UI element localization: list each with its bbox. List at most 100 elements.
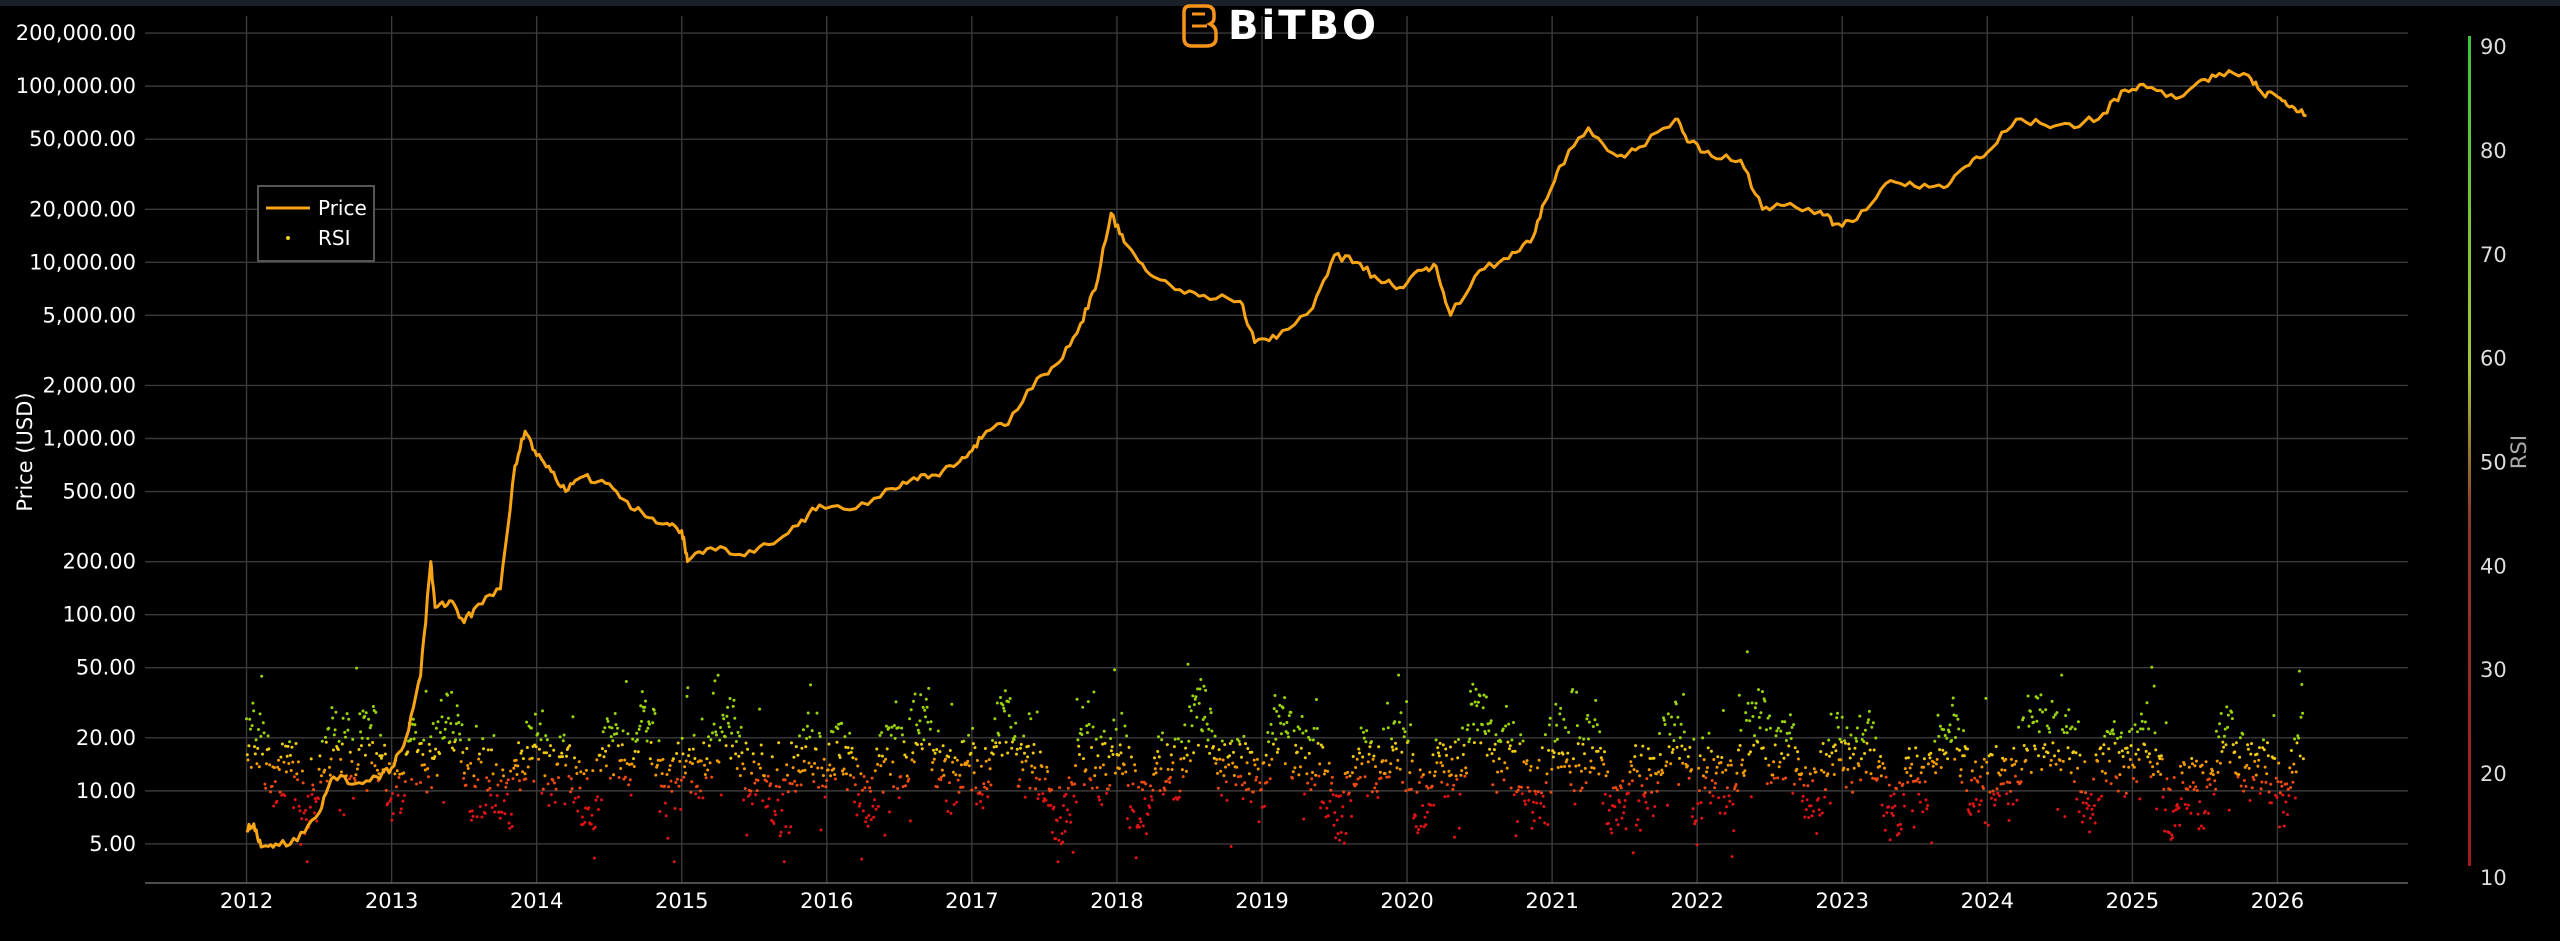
rsi-point	[2147, 752, 2151, 756]
rsi-color-bar	[2468, 36, 2471, 866]
rsi-point	[585, 777, 589, 781]
rsi-point	[427, 775, 430, 779]
rsi-point	[391, 792, 395, 795]
rsi-point	[480, 815, 484, 819]
rsi-point	[1141, 824, 1145, 828]
rsi-point	[2187, 765, 2191, 769]
rsi-point	[1682, 730, 1686, 734]
rsi-point	[1751, 715, 1755, 718]
rsi-point	[1597, 772, 1601, 776]
rsi-point	[1475, 704, 1479, 708]
rsi-point	[720, 730, 724, 734]
rsi-point	[1060, 832, 1064, 836]
rsi-point	[297, 804, 301, 808]
rsi-point	[873, 798, 876, 802]
rsi-point	[292, 806, 296, 810]
rsi-point	[1709, 749, 1713, 753]
rsi-point	[1181, 775, 1185, 779]
rsi-point	[1737, 748, 1740, 752]
rsi-point	[2289, 749, 2293, 752]
rsi-point	[1865, 741, 1869, 745]
rsi-point	[862, 775, 866, 778]
rsi-point	[1112, 718, 1116, 722]
rsi-point	[454, 738, 458, 742]
rsi-point	[2084, 791, 2088, 795]
rsi-point	[1883, 766, 1886, 770]
rsi-point	[619, 767, 623, 770]
rsi-point	[367, 743, 371, 747]
rsi-point	[1745, 718, 1748, 722]
rsi-point	[402, 771, 406, 775]
rsi-point	[2286, 787, 2290, 791]
rsi-point	[974, 786, 978, 790]
rsi-point	[1820, 768, 1823, 772]
rsi-point	[1889, 794, 1893, 798]
rsi-point	[1567, 730, 1571, 734]
rsi-point	[2171, 836, 2175, 840]
rsi-point	[1046, 803, 1050, 807]
bitbo-logo-icon	[1182, 4, 1218, 48]
rsi-point	[975, 759, 979, 762]
rsi-point	[345, 712, 349, 716]
rsi-point	[611, 739, 615, 743]
rsi-point	[928, 727, 932, 731]
rsi-point	[2204, 760, 2208, 764]
rsi-point	[667, 785, 671, 789]
rsi-point	[1909, 774, 1913, 778]
rsi-point	[1409, 787, 1413, 791]
rsi-point	[1665, 760, 1669, 764]
rsi-point	[379, 756, 383, 760]
rsi-point	[1456, 756, 1460, 760]
rsi-point	[416, 748, 420, 752]
rsi-point	[1688, 745, 1692, 749]
rsi-point	[774, 813, 777, 817]
rsi-point	[2061, 728, 2064, 732]
rsi-point	[2109, 782, 2113, 786]
rsi-point	[1329, 788, 1333, 792]
rsi-point	[1756, 740, 1760, 744]
rsi-point	[389, 797, 393, 801]
rsi-point	[569, 777, 573, 781]
rsi-point	[470, 818, 473, 822]
rsi-point	[2053, 713, 2057, 717]
rsi-point	[590, 813, 594, 817]
rsi-point	[1491, 783, 1495, 787]
rsi-point	[1812, 809, 1815, 813]
rsi-point	[384, 788, 388, 792]
rsi-point	[1537, 758, 1541, 762]
rsi-point	[870, 776, 874, 780]
rsi-axis-title: RSI	[2507, 435, 2531, 469]
rsi-point	[323, 768, 327, 772]
rsi-point	[2137, 758, 2141, 761]
rsi-point	[1042, 799, 1046, 803]
rsi-point	[805, 737, 809, 740]
rsi-point	[1855, 726, 1859, 730]
rsi-point	[1026, 755, 1030, 759]
rsi-point	[409, 737, 413, 741]
rsi-point	[1056, 860, 1060, 864]
rsi-point	[1815, 832, 1819, 835]
rsi-point	[1293, 766, 1297, 770]
rsi-point	[1035, 710, 1039, 714]
rsi-point	[450, 746, 454, 750]
rsi-point	[889, 733, 893, 737]
rsi-point	[1255, 757, 1259, 761]
rsi-point	[1784, 739, 1788, 742]
rsi-point	[452, 748, 456, 752]
rsi-point	[2150, 665, 2154, 669]
rsi-point	[1325, 806, 1329, 810]
rsi-point	[1469, 689, 1472, 693]
rsi-point	[2090, 807, 2094, 811]
rsi-point	[1391, 748, 1395, 752]
rsi-point	[1434, 738, 1438, 742]
rsi-point	[1381, 759, 1385, 763]
rsi-point	[544, 734, 548, 738]
rsi-point	[1227, 763, 1231, 767]
rsi-point	[1013, 735, 1017, 738]
rsi-point	[708, 761, 712, 765]
rsi-point	[955, 758, 959, 762]
rsi-point	[1101, 763, 1105, 767]
rsi-point	[956, 778, 960, 782]
rsi-point	[2273, 757, 2277, 760]
rsi-point	[399, 811, 402, 815]
